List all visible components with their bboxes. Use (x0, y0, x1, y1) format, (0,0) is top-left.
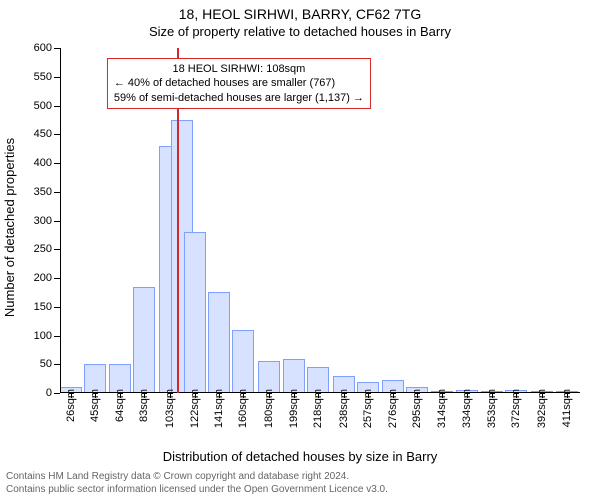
y-tick-label: 450 (34, 128, 52, 140)
x-tick-label: 392sqm (536, 389, 548, 428)
chart-title-line1: 18, HEOL SIRHWI, BARRY, CF62 7TG (0, 6, 600, 22)
x-tick-label: 276sqm (387, 389, 399, 428)
y-tick (54, 393, 60, 394)
x-tick-label: 334sqm (461, 389, 473, 428)
y-tick-label: 50 (40, 358, 52, 370)
footer-line-2: Contains public sector information licen… (6, 484, 594, 497)
x-tick-label: 411sqm (561, 389, 573, 427)
y-tick (54, 336, 60, 337)
y-tick (54, 278, 60, 279)
histogram-bar (208, 292, 230, 393)
x-tick-label: 26sqm (65, 389, 77, 422)
y-tick-label: 0 (46, 387, 52, 399)
annotation-line2: ← 40% of detached houses are smaller (76… (114, 76, 364, 90)
y-tick-label: 300 (34, 215, 52, 227)
y-tick-label: 550 (34, 71, 52, 83)
x-tick-label: 218sqm (312, 389, 324, 428)
x-axis-label: Distribution of detached houses by size … (0, 449, 600, 464)
y-axis (60, 48, 61, 393)
x-tick-label: 238sqm (338, 389, 350, 428)
histogram-bar (184, 232, 206, 393)
y-tick (54, 249, 60, 250)
annotation-line3: 59% of semi-detached houses are larger (… (114, 91, 364, 105)
x-tick-label: 160sqm (237, 389, 249, 428)
x-tick-label: 199sqm (288, 389, 300, 428)
y-tick (54, 192, 60, 193)
y-tick (54, 364, 60, 365)
y-tick (54, 221, 60, 222)
x-tick-label: 257sqm (362, 389, 374, 428)
x-tick-label: 141sqm (213, 389, 225, 428)
x-tick-label: 122sqm (189, 389, 201, 428)
x-tick-label: 64sqm (114, 389, 126, 422)
x-tick-label: 372sqm (510, 389, 522, 428)
y-tick (54, 77, 60, 78)
y-tick-label: 150 (34, 301, 52, 313)
y-tick-label: 400 (34, 157, 52, 169)
y-tick-label: 500 (34, 100, 52, 112)
histogram-bar (133, 287, 155, 393)
x-tick-label: 353sqm (486, 389, 498, 428)
annotation-box: 18 HEOL SIRHWI: 108sqm← 40% of detached … (107, 58, 371, 109)
y-tick-label: 600 (34, 42, 52, 54)
y-tick-label: 100 (34, 330, 52, 342)
y-tick-label: 250 (34, 243, 52, 255)
x-tick-label: 295sqm (411, 389, 423, 428)
x-tick-label: 180sqm (263, 389, 275, 428)
annotation-line1: 18 HEOL SIRHWI: 108sqm (114, 62, 364, 76)
y-tick (54, 134, 60, 135)
y-tick-label: 350 (34, 186, 52, 198)
histogram-bar (232, 330, 254, 393)
y-tick (54, 163, 60, 164)
footer-line-1: Contains HM Land Registry data © Crown c… (6, 471, 594, 484)
x-tick-label: 103sqm (164, 389, 176, 428)
x-tick-label: 83sqm (138, 389, 150, 422)
y-tick-label: 200 (34, 272, 52, 284)
y-axis-label: Number of detached properties (2, 48, 17, 227)
attribution-footer: Contains HM Land Registry data © Crown c… (6, 471, 594, 496)
y-tick (54, 307, 60, 308)
x-tick-label: 45sqm (89, 389, 101, 422)
x-tick-label: 314sqm (436, 389, 448, 428)
plot-area: 05010015020025030035040045050055060026sq… (60, 48, 580, 393)
chart-title-line2: Size of property relative to detached ho… (0, 24, 600, 39)
y-tick (54, 48, 60, 49)
histogram-bar (283, 359, 305, 394)
y-tick (54, 106, 60, 107)
